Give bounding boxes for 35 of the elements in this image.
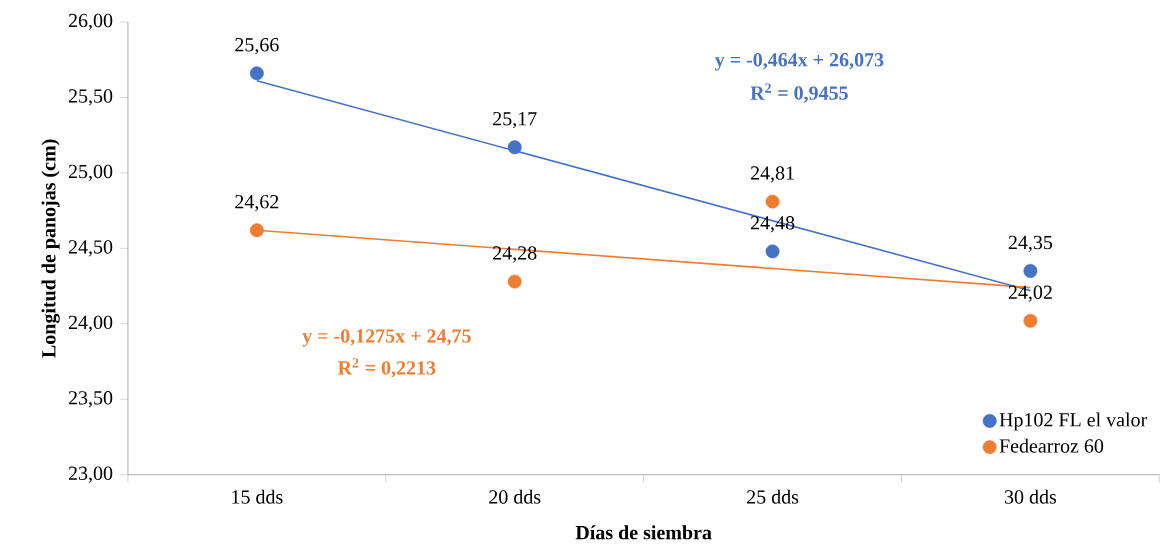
point — [507, 140, 522, 155]
x-tick-label: 25 dds — [747, 489, 799, 504]
text: R$^{2}$ = 0,9455 — [750, 83, 848, 103]
x-tick-label: 20 dds — [489, 489, 541, 504]
data-label: 24,48 — [750, 216, 795, 233]
point — [765, 194, 780, 209]
point — [765, 244, 780, 259]
y-tick-label: 25,50 — [68, 89, 113, 106]
point — [1023, 314, 1038, 328]
y-axis-title: Longitud de panojas (cm) — [41, 139, 60, 358]
point — [249, 66, 264, 81]
data-label: 24,35 — [1008, 235, 1053, 253]
data-label: 24,02 — [1008, 285, 1052, 303]
y-tick-label: 23,00 — [68, 466, 113, 484]
annotation: y = -0,1275x + 24,75 — [302, 329, 471, 347]
data-label: 25,66 — [235, 38, 279, 55]
annotation: y = -0,464x + 26,073 — [714, 53, 884, 71]
data-label: 24,28 — [493, 246, 537, 263]
y-tick-label: 23,50 — [68, 391, 113, 408]
data-label: 25,17 — [493, 112, 537, 129]
point — [1023, 264, 1038, 279]
text: R$^{2}$ = 0,2213 — [337, 358, 436, 378]
y-tick-label: 26,00 — [68, 13, 113, 31]
x-axis-title: Días de siembra — [575, 525, 712, 540]
point — [507, 274, 522, 289]
y-tick-label: 25,00 — [68, 164, 113, 182]
y-tick-label: 24,50 — [68, 240, 113, 257]
x-tick-label: 15 dds — [232, 489, 283, 504]
point — [249, 223, 264, 238]
data-label: 24,81 — [750, 166, 794, 183]
x-tick-label: 30 dds — [1005, 489, 1057, 504]
y-tick-label: 24,00 — [68, 315, 113, 333]
legend-label: Fedearroz 60 — [999, 438, 1104, 453]
legend-label: Hp102 FL el valor — [999, 412, 1148, 431]
data-label: 24,62 — [235, 195, 279, 212]
